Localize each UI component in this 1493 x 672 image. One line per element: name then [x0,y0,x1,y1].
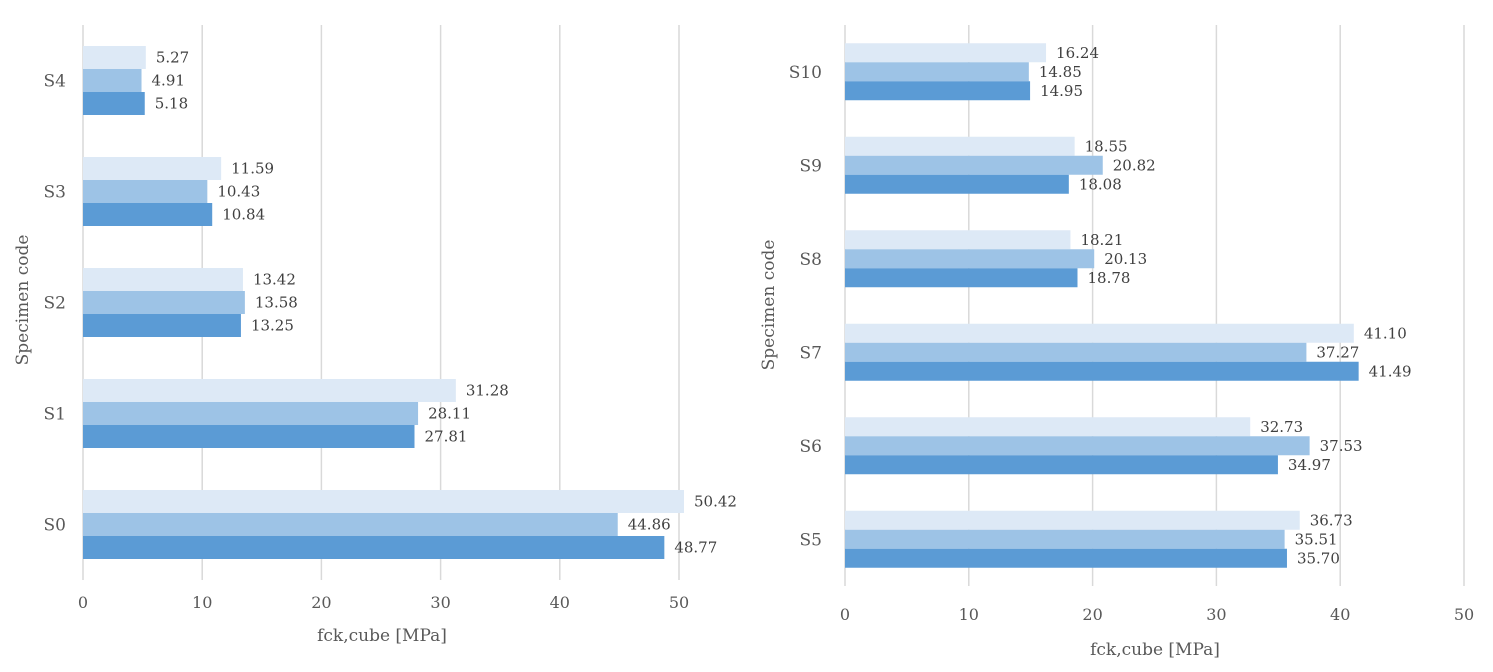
right-bar-s5-series-c [845,548,1287,568]
right-bar-s6-series-c [845,455,1278,475]
left-data-label: 44.86 [628,516,671,534]
right-bar-s9-series-b [845,155,1103,175]
left-bar-s2-series-a [83,268,243,291]
left-category-label: S4 [44,72,66,92]
left-x-tick-label: 50 [669,593,689,612]
right-data-label: 20.82 [1113,156,1156,174]
left-bar-s1-series-b [83,402,419,425]
right-bar-s8-series-b [845,249,1095,269]
left-bar-s4-series-a [83,46,146,69]
left-bar-s3-series-a [83,157,222,180]
left-bar-s2-series-b [83,291,245,314]
right-bar-s10-series-b [845,62,1029,82]
right-bar-s6-series-b [845,436,1310,456]
left-bar-s1-series-a [83,379,456,402]
right-bar-s7-series-c [845,361,1359,381]
right-x-tick-label: 0 [840,605,850,624]
left-x-tick-label: 20 [311,593,331,612]
right-category-label: S9 [800,156,822,176]
right-bar-s10-series-c [845,81,1031,101]
left-x-tick-label: 0 [78,593,88,612]
right-bar-s10-series-a [845,43,1047,63]
right-category-label: S8 [800,250,822,270]
left-category-label: S3 [44,183,66,203]
left-bar-s4-series-c [83,92,145,115]
right-bar-s5-series-a [845,510,1300,530]
left-data-label: 5.18 [155,95,188,113]
right-data-label: 18.21 [1080,231,1123,249]
right-x-tick-label: 40 [1330,605,1350,624]
chart-left: 0 10 20 30 40 50 fck,cube [MPa] Specimen code S0… [0,0,746,672]
right-data-label: 41.49 [1369,362,1412,380]
left-x-tick-label: 10 [192,593,212,612]
left-data-label: 50.42 [694,493,737,511]
right-data-label: 18.08 [1079,175,1122,193]
left-data-label: 4.91 [152,72,185,90]
right-bar-s7-series-b [845,342,1307,362]
right-data-label: 20.13 [1104,250,1147,268]
left-bar-s1-series-c [83,425,415,448]
left-data-label: 11.59 [231,160,274,178]
right-bar-s9-series-c [845,174,1069,194]
left-data-label: 31.28 [466,382,509,400]
left-x-axis-title: fck,cube [MPa] [317,626,447,646]
right-data-label: 14.85 [1039,63,1082,81]
left-x-tick-label: 40 [550,593,570,612]
right-data-label: 35.51 [1295,530,1338,548]
left-data-label: 13.42 [253,271,296,289]
right-data-label: 37.53 [1320,437,1363,455]
right-data-label: 36.73 [1310,511,1353,529]
right-data-label: 34.97 [1288,456,1331,474]
left-category-label: S2 [44,294,66,314]
right-data-label: 32.73 [1260,418,1303,436]
right-category-label: S10 [789,63,822,83]
right-data-label: 37.27 [1316,343,1359,361]
left-bar-s3-series-c [83,203,213,226]
right-category-label: S6 [800,437,822,457]
left-category-label: S0 [44,516,66,536]
right-bar-s7-series-a [845,323,1354,343]
right-bar-s8-series-c [845,268,1078,288]
right-data-label: 35.70 [1297,549,1340,567]
chart-right-svg: 0 10 20 30 40 50 fck,cube [MPa] Specimen code S5… [759,25,1474,660]
right-x-tick-label: 10 [959,605,979,624]
left-data-label: 10.84 [222,206,265,224]
right-data-label: 18.55 [1085,137,1128,155]
left-bar-s3-series-b [83,180,208,203]
right-bar-s6-series-a [845,417,1251,437]
right-bar-s9-series-a [845,136,1075,156]
left-data-label: 48.77 [674,539,717,557]
left-bar-s0-series-a [83,490,685,513]
right-x-tick-label: 50 [1454,605,1474,624]
left-bar-s4-series-b [83,69,142,92]
right-category-label: S5 [800,530,822,550]
right-data-label: 41.10 [1364,324,1407,342]
left-x-tick-label: 30 [430,593,450,612]
right-x-tick-label: 30 [1206,605,1226,624]
left-data-label: 28.11 [428,405,471,423]
right-category-label: S7 [800,343,822,363]
left-data-label: 13.58 [255,294,298,312]
left-data-label: 13.25 [251,317,294,335]
left-data-label: 10.43 [217,183,260,201]
right-y-axis-title: Specimen code [759,240,779,371]
chart-left-svg: 0 10 20 30 40 50 fck,cube [MPa] Specimen code S0… [13,25,737,646]
right-data-label: 18.78 [1087,269,1130,287]
right-x-tick-label: 20 [1082,605,1102,624]
left-data-label: 5.27 [156,49,189,67]
left-category-label: S1 [44,405,66,425]
right-x-axis-title: fck,cube [MPa] [1090,640,1220,660]
left-bar-s0-series-b [83,513,618,536]
left-bar-s0-series-c [83,536,665,559]
right-data-label: 14.95 [1040,82,1083,100]
chart-right: 0 10 20 30 40 50 fck,cube [MPa] Specimen code S5… [746,0,1493,672]
left-y-axis-title: Specimen code [13,235,33,366]
left-data-label: 27.81 [424,428,467,446]
right-data-label: 16.24 [1056,44,1099,62]
left-bar-s2-series-c [83,314,241,337]
right-bar-s8-series-a [845,230,1071,250]
right-bar-s5-series-b [845,529,1285,549]
